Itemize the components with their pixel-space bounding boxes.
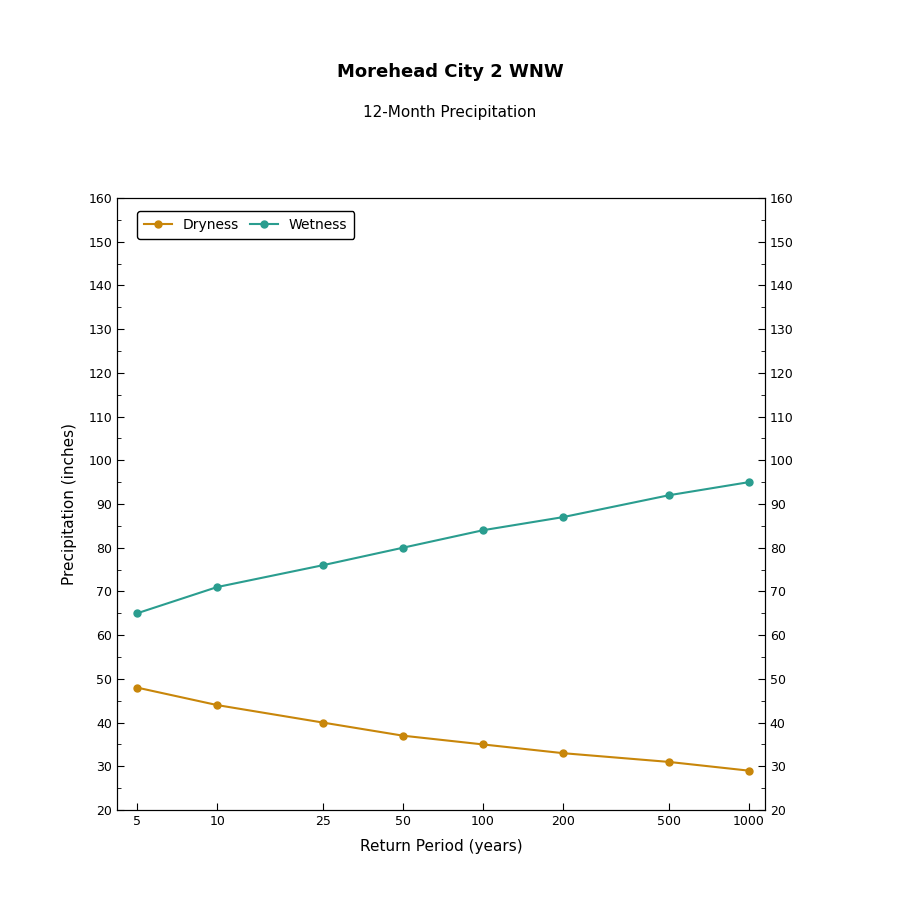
Wetness — [478, 525, 489, 535]
Y-axis label: Precipitation (inches): Precipitation (inches) — [62, 423, 77, 585]
Wetness — [212, 581, 222, 592]
Wetness — [131, 608, 142, 618]
Dryness — [398, 730, 409, 741]
Text: 12-Month Precipitation: 12-Month Precipitation — [364, 105, 536, 120]
Line: Dryness: Dryness — [134, 684, 752, 774]
Wetness — [663, 490, 674, 500]
Wetness — [398, 543, 409, 553]
Wetness — [743, 477, 754, 488]
Dryness — [478, 739, 489, 750]
Line: Wetness: Wetness — [134, 479, 752, 616]
X-axis label: Return Period (years): Return Period (years) — [360, 839, 522, 854]
Dryness — [743, 765, 754, 776]
Dryness — [318, 717, 328, 728]
Dryness — [131, 682, 142, 693]
Dryness — [558, 748, 569, 759]
Legend: Dryness, Wetness: Dryness, Wetness — [137, 212, 355, 239]
Text: Morehead City 2 WNW: Morehead City 2 WNW — [337, 63, 563, 81]
Wetness — [558, 512, 569, 523]
Dryness — [663, 757, 674, 768]
Dryness — [212, 699, 222, 710]
Wetness — [318, 560, 328, 571]
